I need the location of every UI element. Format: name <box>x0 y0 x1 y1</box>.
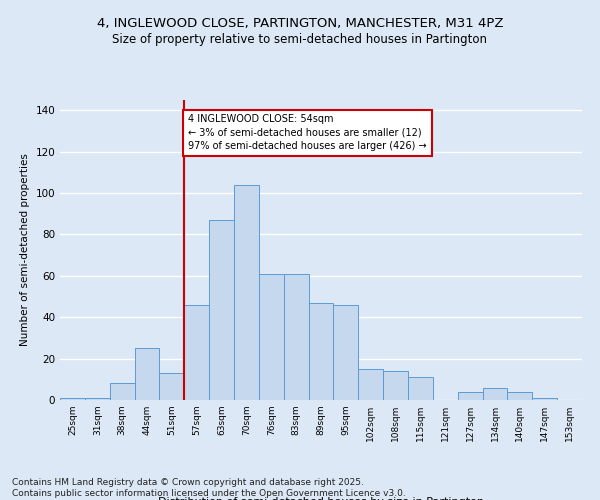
Bar <box>482 388 508 400</box>
Y-axis label: Number of semi-detached properties: Number of semi-detached properties <box>20 154 30 346</box>
Bar <box>532 398 557 400</box>
Bar <box>458 392 482 400</box>
Bar <box>284 274 308 400</box>
Bar <box>234 185 259 400</box>
Bar <box>408 377 433 400</box>
Text: Size of property relative to semi-detached houses in Partington: Size of property relative to semi-detach… <box>113 32 487 46</box>
Bar <box>358 369 383 400</box>
Bar <box>134 348 160 400</box>
Text: 4 INGLEWOOD CLOSE: 54sqm
← 3% of semi-detached houses are smaller (12)
97% of se: 4 INGLEWOOD CLOSE: 54sqm ← 3% of semi-de… <box>188 114 427 151</box>
Bar <box>383 371 408 400</box>
Text: 4, INGLEWOOD CLOSE, PARTINGTON, MANCHESTER, M31 4PZ: 4, INGLEWOOD CLOSE, PARTINGTON, MANCHEST… <box>97 18 503 30</box>
Bar <box>60 398 85 400</box>
Bar <box>334 305 358 400</box>
Bar <box>508 392 532 400</box>
Bar <box>110 384 134 400</box>
Bar <box>308 303 334 400</box>
Text: Contains HM Land Registry data © Crown copyright and database right 2025.
Contai: Contains HM Land Registry data © Crown c… <box>12 478 406 498</box>
Bar <box>85 398 110 400</box>
Bar <box>184 305 209 400</box>
Bar <box>259 274 284 400</box>
X-axis label: Distribution of semi-detached houses by size in Partington: Distribution of semi-detached houses by … <box>158 497 484 500</box>
Bar <box>160 373 184 400</box>
Bar <box>209 220 234 400</box>
